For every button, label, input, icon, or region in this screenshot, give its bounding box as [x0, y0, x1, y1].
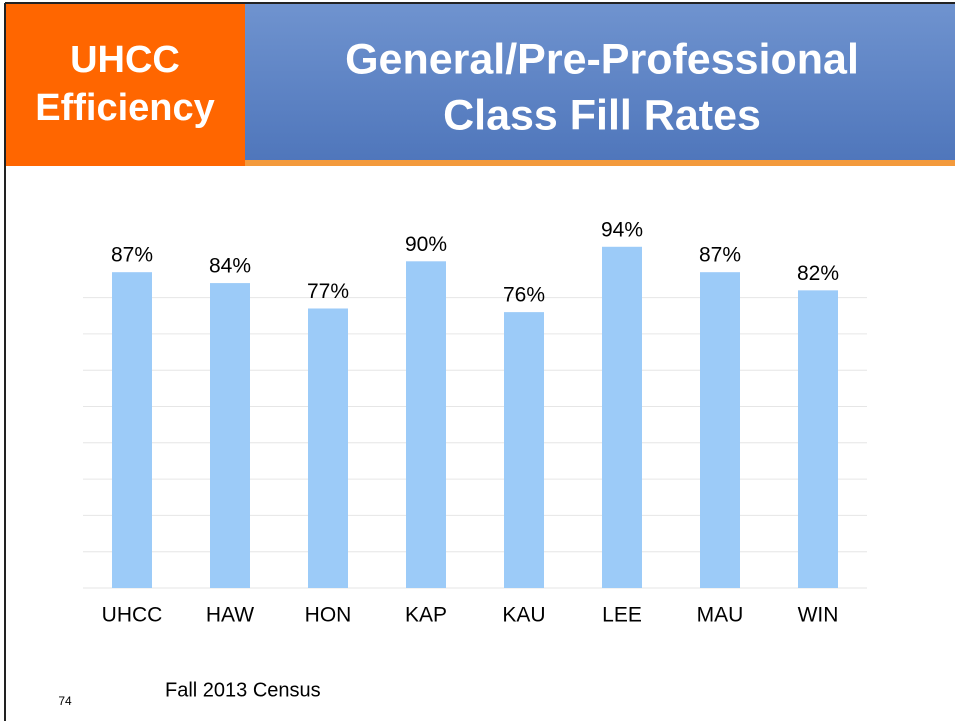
slide-number: 74	[58, 694, 72, 708]
bar	[112, 272, 152, 588]
bar	[406, 261, 446, 588]
bar	[308, 308, 348, 588]
chart-title: Class Fill Rates	[443, 91, 761, 139]
data-label: 94%	[601, 218, 643, 241]
x-tick-label: KAP	[405, 604, 447, 627]
bar	[798, 290, 838, 588]
chart-title: General/Pre-Professional	[345, 35, 859, 83]
badge-text: UHCC	[70, 39, 180, 81]
badge-box	[6, 4, 245, 166]
data-label: 90%	[405, 233, 447, 256]
header-band	[245, 4, 955, 162]
x-tick-label: WIN	[798, 604, 839, 627]
x-tick-label: MAU	[697, 604, 744, 627]
data-label: 87%	[699, 244, 741, 267]
source-note: Fall 2013 Census	[165, 679, 321, 701]
bar	[602, 246, 642, 588]
x-tick-label: KAU	[502, 604, 545, 627]
x-tick-label: HAW	[206, 604, 254, 627]
header-rule	[245, 160, 955, 166]
x-tick-label: LEE	[602, 604, 642, 627]
bar	[700, 272, 740, 588]
data-label: 82%	[797, 262, 839, 285]
bar	[504, 312, 544, 588]
x-tick-label: UHCC	[102, 604, 163, 627]
bar	[210, 283, 250, 588]
data-label: 84%	[209, 255, 251, 278]
data-label: 76%	[503, 284, 545, 307]
badge-text: Efficiency	[35, 87, 215, 129]
x-tick-label: HON	[305, 604, 352, 627]
data-label: 87%	[111, 244, 153, 267]
data-label: 77%	[307, 280, 349, 303]
